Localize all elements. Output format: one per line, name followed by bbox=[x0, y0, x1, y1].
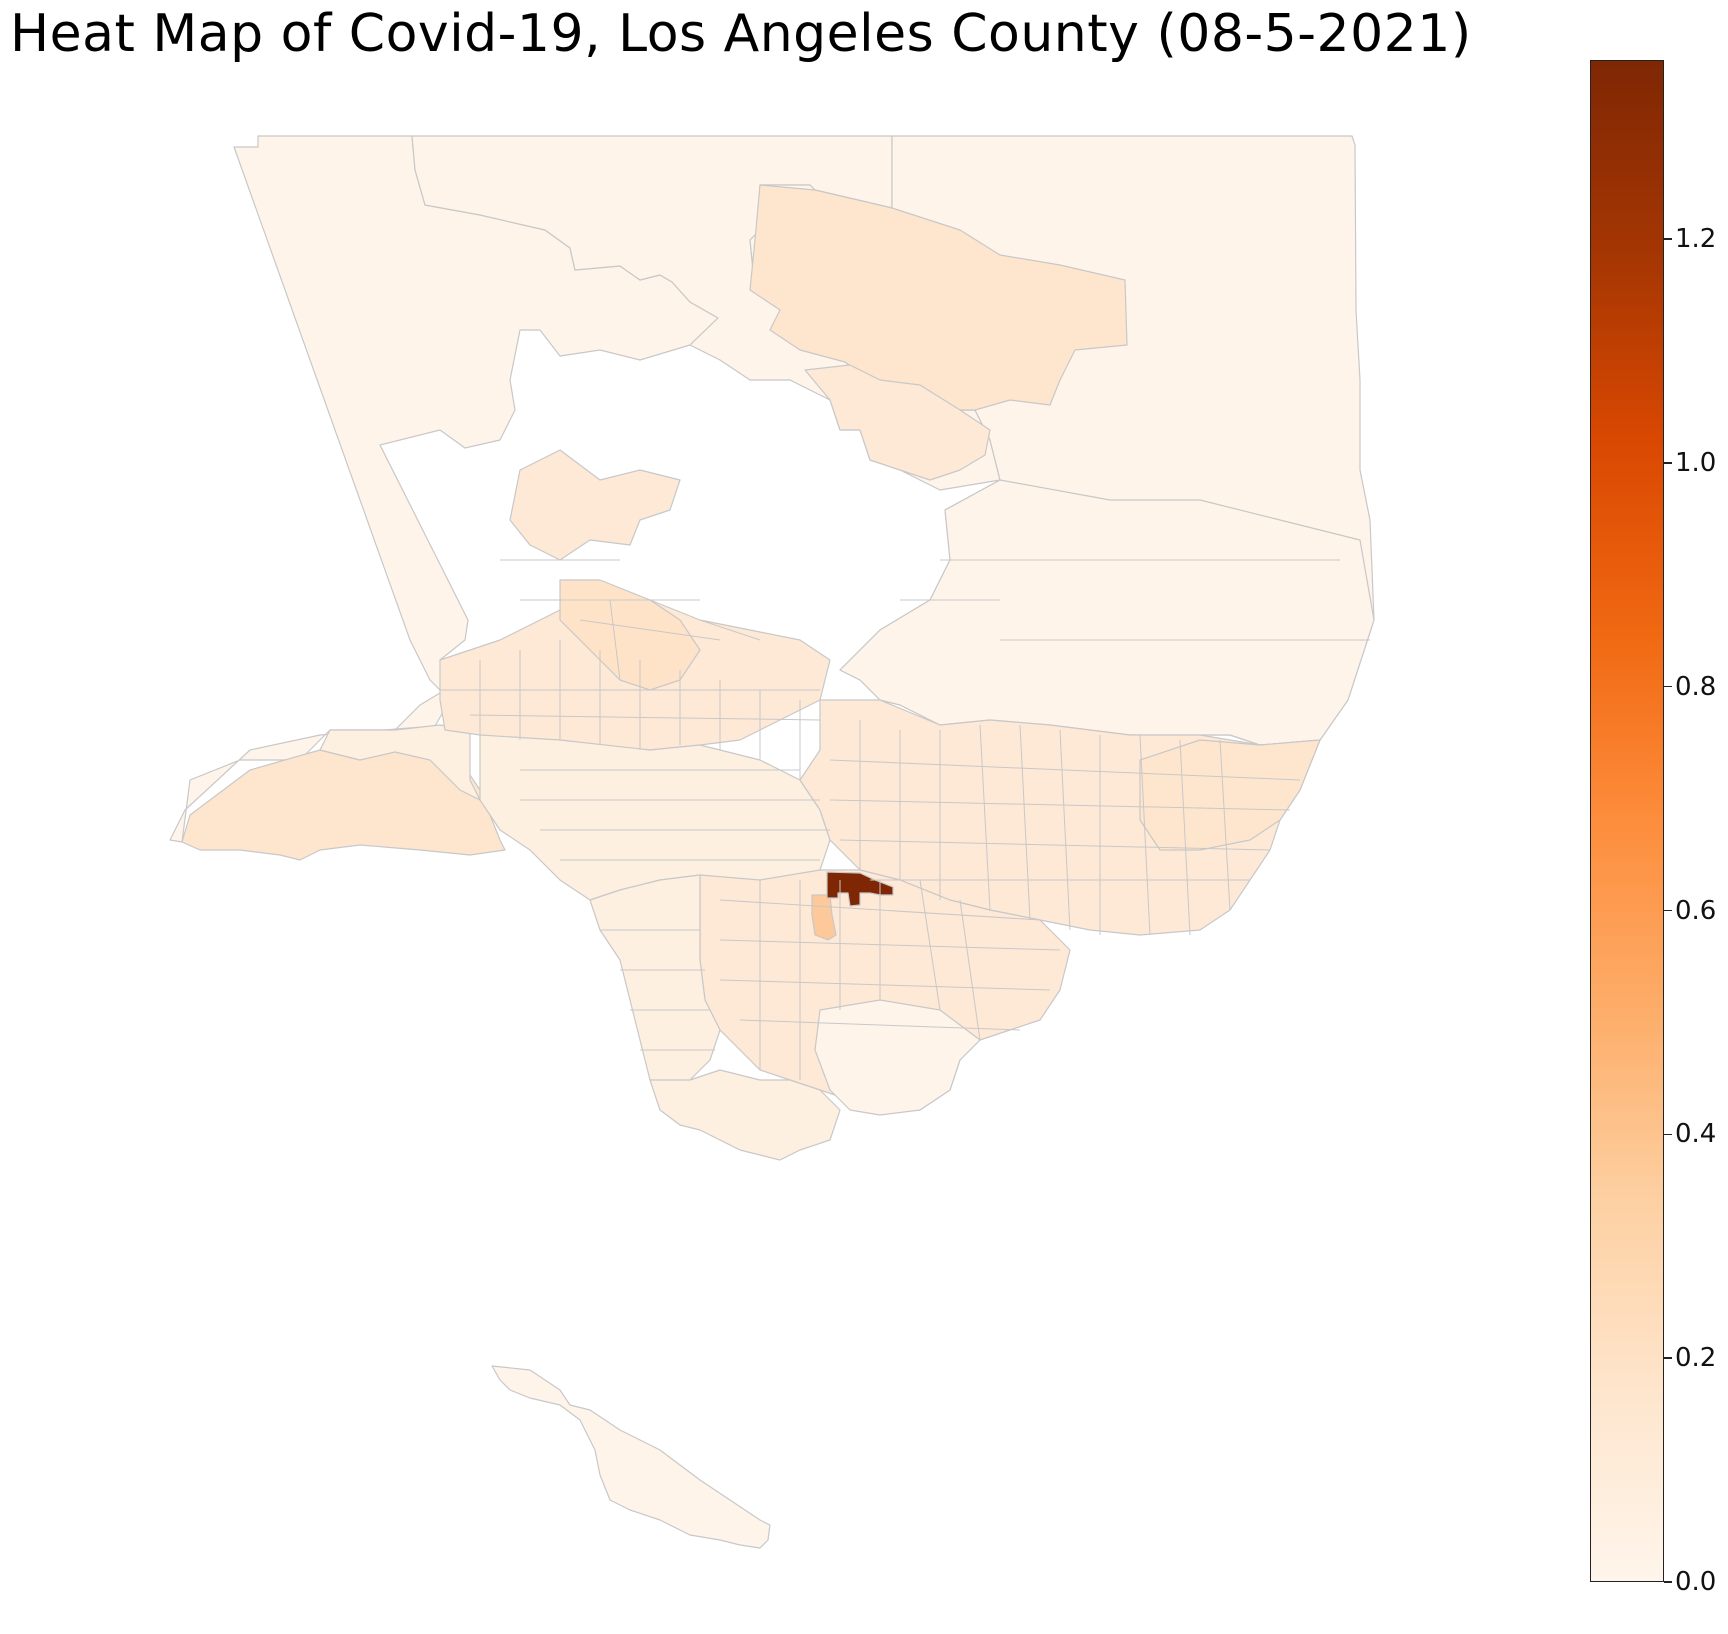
region-southern-island bbox=[491, 1365, 771, 1549]
page-title: Heat Map of Covid-19, Los Angeles County… bbox=[10, 4, 1472, 64]
colorbar-tick bbox=[1664, 909, 1672, 912]
colorbar-tick-label: 0.8 bbox=[1675, 671, 1717, 702]
colorbar-tick-label: 1.2 bbox=[1675, 224, 1717, 255]
region-palos-verdes bbox=[649, 1069, 841, 1161]
colorbar bbox=[1590, 60, 1664, 1582]
region-north-valley bbox=[559, 579, 701, 691]
region-santa-clarita bbox=[509, 449, 681, 561]
colorbar-tick-label: 0.6 bbox=[1675, 895, 1717, 926]
colorbar-tick bbox=[1664, 685, 1672, 688]
colorbar-tick bbox=[1664, 1581, 1672, 1583]
region-highest-zone bbox=[826, 871, 894, 907]
colorbar-tick bbox=[1664, 1357, 1672, 1359]
region-central-la bbox=[479, 734, 831, 901]
colorbar-tick-label: 0.2 bbox=[1675, 1343, 1717, 1374]
region-beach-cities bbox=[589, 874, 721, 1091]
colorbar-tick bbox=[1664, 462, 1672, 464]
colorbar-tick-label: 0.4 bbox=[1675, 1119, 1717, 1150]
colorbar-tick bbox=[1664, 1133, 1672, 1136]
region-palmdale bbox=[749, 184, 1128, 411]
region-pomona bbox=[1139, 739, 1321, 851]
region-lancaster bbox=[804, 364, 991, 481]
region-long-beach bbox=[814, 999, 981, 1116]
colorbar-tick-label: 1.0 bbox=[1675, 447, 1717, 478]
zip-boundaries bbox=[440, 559, 1370, 1080]
colorbar-tick bbox=[1664, 238, 1672, 240]
colorbar-tick-label: 0.0 bbox=[1675, 1567, 1717, 1597]
region-calabasas bbox=[319, 724, 481, 801]
